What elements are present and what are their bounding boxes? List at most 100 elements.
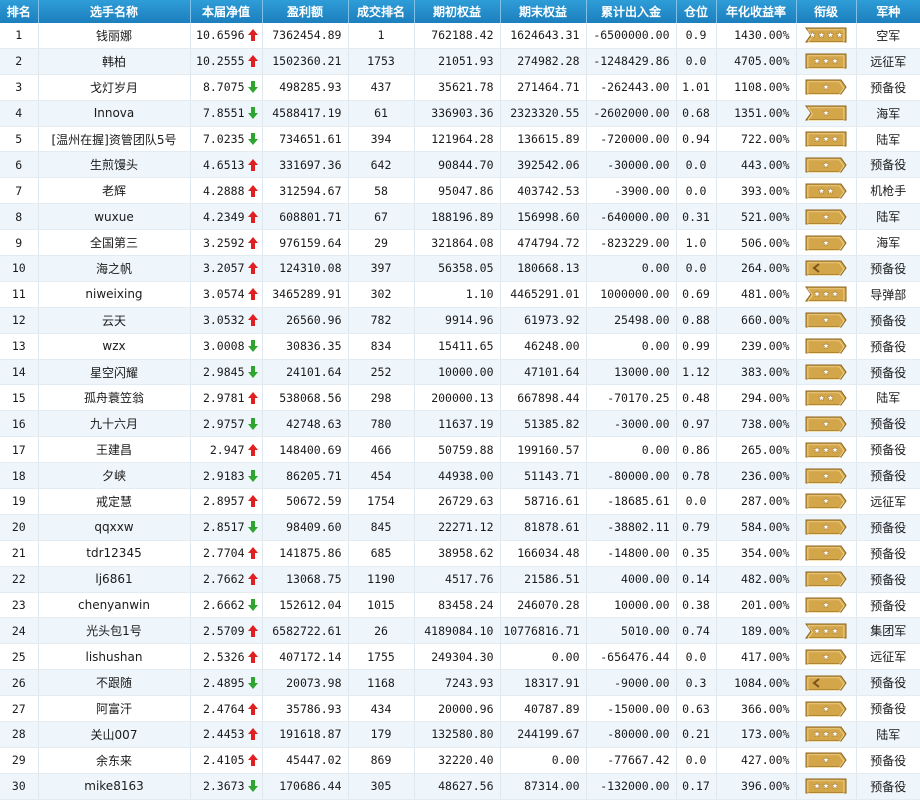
header-army[interactable]: 军种 xyxy=(856,0,920,23)
header-cumulative-flow[interactable]: 累计出入金 xyxy=(586,0,677,23)
table-row[interactable]: 2 韩柏 10.2555 1502360.21 1753 21051.93 274982.2… xyxy=(0,48,920,75)
player-link[interactable]: chenyanwin xyxy=(77,598,150,613)
table-row[interactable]: 16 九十六月 2.9757 42748.63 780 11637.19 51385.82-… xyxy=(0,410,920,438)
start-equity-cell: 35621.78 xyxy=(414,74,501,101)
rank-badge-icon xyxy=(805,183,847,199)
position-cell: 0.99 xyxy=(676,333,717,360)
player-link[interactable]: qqxxw xyxy=(94,520,134,535)
table-row[interactable]: 10 海之帆 3.2057 124310.08 397 56358.05 180668.13… xyxy=(0,255,920,282)
header-player-name[interactable]: 选手名称 xyxy=(38,0,191,23)
table-row[interactable]: 22 lj6861 2.7662 13068.75 1190 4517.76 21586.5… xyxy=(0,566,920,593)
header-position[interactable]: 仓位 xyxy=(676,0,717,23)
rank-cell: 11 xyxy=(0,281,39,308)
table-row[interactable]: 26 不跟随 2.4895 20073.98 1168 7243.93 18317.91 -9… xyxy=(0,669,920,697)
nav-cell: 7.8551 xyxy=(190,100,263,127)
player-link[interactable]: 不跟随 xyxy=(95,676,132,691)
table-row[interactable]: 28 关山007 2.4453 191618.87 179 132580.80 244199… xyxy=(0,721,920,748)
table-row[interactable]: 23 chenyanwin 2.6662 152612.04 1015 83458.24 2… xyxy=(0,592,920,619)
player-name-cell: 戒定慧 xyxy=(38,488,191,515)
player-link[interactable]: 海之帆 xyxy=(95,261,132,276)
position-cell: 0.74 xyxy=(676,617,717,645)
table-row[interactable]: 21 tdr12345 2.7704 141875.86 685 38958.62 1660… xyxy=(0,540,920,567)
player-link[interactable]: 九十六月 xyxy=(89,417,138,432)
end-equity-cell: 0.00 xyxy=(500,643,587,671)
player-link[interactable]: 光头包1号 xyxy=(86,624,142,639)
player-link[interactable]: 钱丽娜 xyxy=(95,28,132,43)
header-annual-return[interactable]: 年化收益率 xyxy=(716,0,797,23)
table-row[interactable]: 5 [温州在握]资管团队5号 7.0235 734651.61 394 121964.28… xyxy=(0,126,920,153)
profit-cell: 26560.96 xyxy=(262,307,349,334)
end-equity-cell: 58716.61 xyxy=(500,488,587,515)
header-profit[interactable]: 盈利额 xyxy=(262,0,349,23)
header-nav[interactable]: 本届净值 xyxy=(190,0,263,23)
table-row[interactable]: 20 qqxxw 2.8517 98409.60 845 22271.12 81878.61… xyxy=(0,514,920,541)
table-row[interactable]: 3 戈灯岁月 8.7075 498285.93 437 35621.78 271464.71… xyxy=(0,74,920,101)
header-end-equity[interactable]: 期末权益 xyxy=(500,0,587,23)
trade-rank-cell: 1 xyxy=(348,23,415,49)
header-start-equity[interactable]: 期初权益 xyxy=(414,0,501,23)
player-link[interactable]: 星空闪耀 xyxy=(89,365,138,380)
player-link[interactable]: niweixing xyxy=(85,287,143,302)
player-link[interactable]: 阿富汗 xyxy=(95,702,132,717)
player-link[interactable]: tdr12345 xyxy=(86,546,142,561)
player-link[interactable]: wzx xyxy=(102,339,126,354)
army-cell: 远征军 xyxy=(856,48,920,75)
table-row[interactable]: 4 Innova 7.8551 4588417.19 61 336903.36 232332… xyxy=(0,100,920,127)
cumulative-flow-cell: -132000.00 xyxy=(586,773,677,800)
player-link[interactable]: 王建昌 xyxy=(95,443,132,458)
player-link[interactable]: Innova xyxy=(93,106,135,121)
end-equity-cell: 244199.67 xyxy=(500,721,587,748)
player-link[interactable]: wuxue xyxy=(94,209,134,224)
header-rank-badge[interactable]: 衔级 xyxy=(796,0,857,23)
end-equity-cell: 21586.51 xyxy=(500,566,587,593)
table-row[interactable]: 9 全国第三 3.2592 976159.64 29 321864.08 474794.72… xyxy=(0,229,920,257)
arrow-up-icon xyxy=(247,184,258,197)
player-link[interactable]: lishushan xyxy=(85,649,143,664)
table-row[interactable]: 29 余东来 2.4105 45447.02 869 32220.40 0.00 -77667… xyxy=(0,747,920,774)
profit-cell: 20073.98 xyxy=(262,669,349,697)
nav-value: 2.3673 xyxy=(202,779,245,794)
player-link[interactable]: 戒定慧 xyxy=(95,494,132,509)
player-link[interactable]: 余东来 xyxy=(95,753,132,768)
player-link[interactable]: 全国第三 xyxy=(89,236,138,251)
table-row[interactable]: 13 wzx 3.0008 30836.35 834 15411.65 46248.00 0.… xyxy=(0,333,920,360)
army-cell: 导弹部 xyxy=(856,281,920,308)
table-row[interactable]: 18 夕峡 2.9183 86205.71 454 44938.00 51143.71 -80… xyxy=(0,462,920,490)
player-link[interactable]: [温州在握]资管团队5号 xyxy=(51,132,177,147)
table-row[interactable]: 24 光头包1号 2.5709 6582722.61 26 4189084.10 10776… xyxy=(0,617,920,645)
table-row[interactable]: 14 星空闪耀 2.9845 24101.64 252 10000.00 47101.64 1… xyxy=(0,359,920,386)
trade-rank-cell: 1168 xyxy=(348,669,415,697)
player-link[interactable]: 老辉 xyxy=(101,184,126,199)
table-row[interactable]: 11 niweixing 3.0574 3465289.91 302 1.10 446529… xyxy=(0,281,920,308)
player-link[interactable]: 韩柏 xyxy=(101,54,126,69)
player-link[interactable]: 云天 xyxy=(101,313,126,328)
table-row[interactable]: 15 孤舟蓑笠翁 2.9781 538068.56 298 200000.13 667898… xyxy=(0,384,920,412)
rank-badge-icon xyxy=(805,390,847,406)
header-trade-rank[interactable]: 成交排名 xyxy=(348,0,415,23)
rank-cell: 2 xyxy=(0,48,39,75)
army-cell: 预备役 xyxy=(856,307,920,334)
player-link[interactable]: 生煎馒头 xyxy=(89,158,138,173)
player-link[interactable]: 戈灯岁月 xyxy=(89,80,138,95)
player-link[interactable]: lj6861 xyxy=(95,572,133,587)
table-row[interactable]: 25 lishushan 2.5326 407172.14 1755 249304.30 0… xyxy=(0,643,920,671)
trade-rank-cell: 305 xyxy=(348,773,415,800)
cumulative-flow-cell: 25498.00 xyxy=(586,307,677,334)
table-row[interactable]: 30 mike8163 2.3673 170686.44 305 48627.56 8731… xyxy=(0,773,920,800)
table-row[interactable]: 17 王建昌 2.947 148400.69 466 50759.88 199160.57 0… xyxy=(0,436,920,464)
table-row[interactable]: 19 戒定慧 2.8957 50672.59 1754 26729.63 58716.61-… xyxy=(0,488,920,515)
position-cell: 1.12 xyxy=(676,359,717,386)
table-row[interactable]: 6 生煎馒头 4.6513 331697.36 642 90844.70 392542.06… xyxy=(0,151,920,179)
table-row[interactable]: 27 阿富汗 2.4764 35786.93 434 20000.96 40787.89 -1… xyxy=(0,695,920,723)
position-cell: 0.9 xyxy=(676,23,717,49)
header-rank[interactable]: 排名 xyxy=(0,0,39,23)
table-row[interactable]: 12 云天 3.0532 26560.96 782 9914.96 61973.92 2549… xyxy=(0,307,920,334)
table-row[interactable]: 7 老辉 4.2888 312594.67 58 95047.86 403742.53 -39… xyxy=(0,177,920,205)
player-link[interactable]: 孤舟蓑笠翁 xyxy=(83,391,144,406)
player-link[interactable]: 夕峡 xyxy=(101,469,126,484)
table-row[interactable]: 1 钱丽娜 10.6596 7362454.89 1 762188.42 1624643.3… xyxy=(0,23,920,49)
table-row[interactable]: 8 wuxue 4.2349 608801.71 67 188196.89 156998.6… xyxy=(0,203,920,231)
player-link[interactable]: mike8163 xyxy=(84,779,144,794)
player-link[interactable]: 关山007 xyxy=(90,727,138,742)
annual-return-cell: 265.00% xyxy=(716,436,797,464)
